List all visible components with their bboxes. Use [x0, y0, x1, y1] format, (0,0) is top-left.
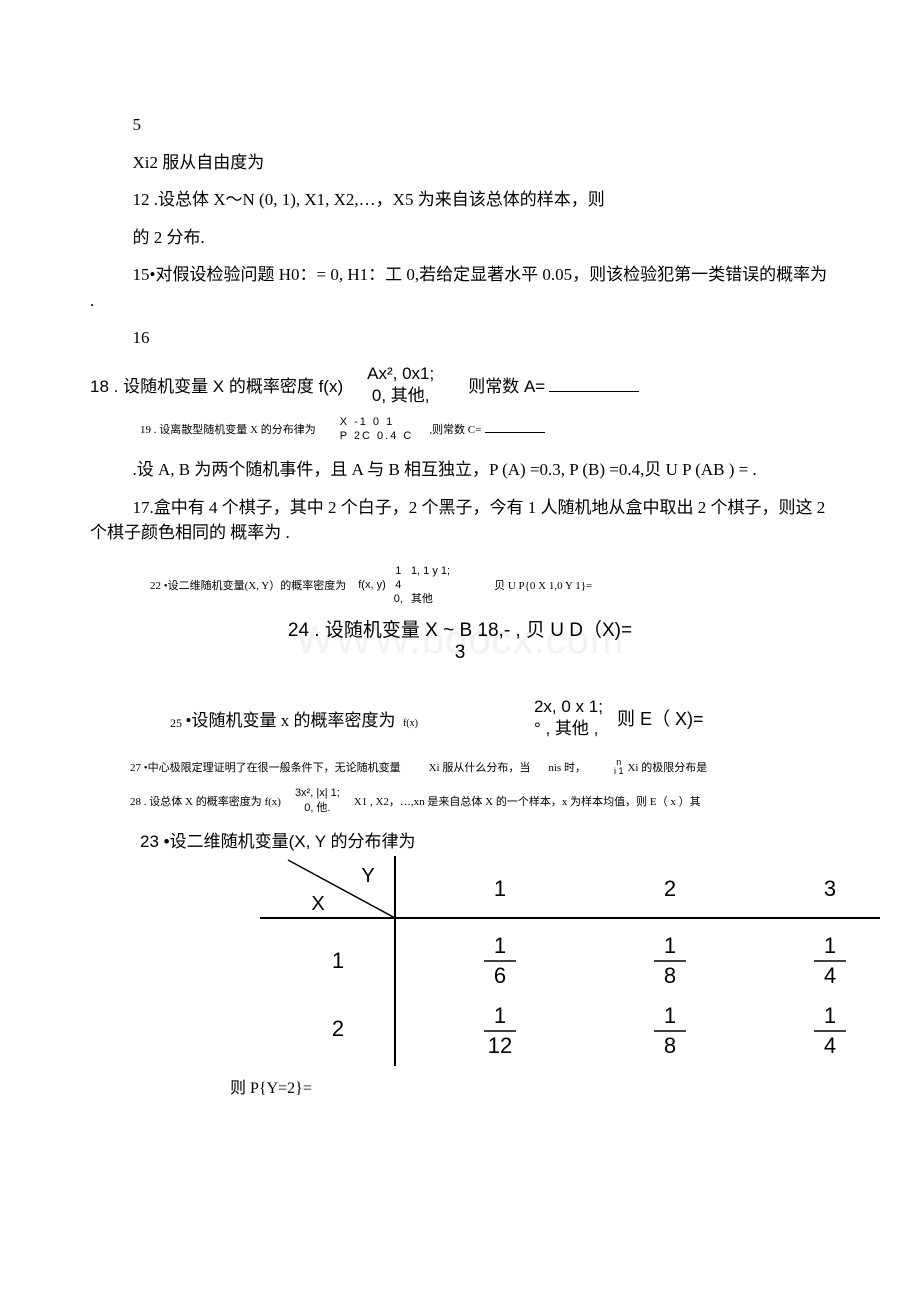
- svg-text:4: 4: [824, 963, 836, 988]
- q28-left: 28 . 设总体 X 的概率密度为 f(x): [130, 793, 281, 809]
- svg-text:1: 1: [824, 933, 836, 958]
- q22-fx: f(x, y): [354, 578, 390, 592]
- q25-text: 25 •设随机变量 x 的概率密度为 f(x): [170, 706, 424, 731]
- q18-piecewise: Ax², 0x1; 0, 其他,: [349, 363, 452, 407]
- svg-text:2: 2: [332, 1016, 344, 1041]
- svg-text:X: X: [311, 893, 324, 915]
- svg-text:8: 8: [664, 1033, 676, 1058]
- q12: 12 .设总体 X～N (0, 1), X1, X2,…，X5 为来自该总体的样…: [90, 187, 830, 213]
- q23-table-svg: Y X 1 2 3 1 2 1 6 1 8 1 4 1 12 1 8 1 4: [260, 856, 880, 1066]
- line-xi2: Xi2 服从自由度为: [90, 150, 830, 176]
- q28-row: 28 . 设总体 X 的概率密度为 f(x) 3x², |x| 1; 0, 他.…: [130, 786, 830, 815]
- q19-row: 19 . 设离散型随机变量 X 的分布律为 X -1 0 1 P 2C 0.4 …: [140, 415, 830, 444]
- q27-nis: nis 时，: [548, 759, 586, 775]
- svg-text:2: 2: [664, 876, 676, 901]
- q27-right: Xi 的极限分布是: [623, 759, 707, 775]
- q19-answer-label: ,则常数 C=: [419, 421, 545, 437]
- q22-text: 22 •设二维随机变量(X, Y）的概率密度为: [150, 577, 354, 593]
- q18-answer-label: 则常数 A=: [452, 372, 639, 397]
- q18-row: 18 . 设随机变量 X 的概率密度 f(x) Ax², 0x1; 0, 其他,…: [90, 363, 830, 407]
- q22-row: 22 •设二维随机变量(X, Y）的概率密度为 f(x, y) 1 4 0, 1…: [150, 564, 830, 607]
- q24-line2: 3: [90, 641, 830, 666]
- q23-table: Y X 1 2 3 1 2 16 18 14 112 18 14: [260, 856, 830, 1066]
- line-dist: 的 2 分布.: [90, 225, 830, 251]
- q22-cond: 1, 1 y 1; 其他: [407, 564, 454, 607]
- svg-text:Y: Y: [361, 865, 374, 887]
- q19-text: 19 . 设离散型随机变量 X 的分布律为: [140, 421, 334, 437]
- q27-sum: n i 1: [614, 758, 624, 776]
- blank-line: [549, 391, 639, 392]
- svg-text:6: 6: [494, 963, 506, 988]
- q17: 17.盒中有 4 个棋子，其中 2 个白子，2 个黑子，今有 1 人随机地从盒中…: [90, 495, 830, 546]
- svg-text:1: 1: [664, 1003, 676, 1028]
- q24-line1: 24 . 设随机变量 X ~ B 18,- , 贝 U D（X)=: [90, 619, 830, 644]
- line-5: 5: [90, 112, 830, 138]
- svg-text:1: 1: [494, 933, 506, 958]
- q18-text: 18 . 设随机变量 X 的概率密度 f(x): [90, 372, 349, 397]
- q15: 15•对假设检验问题 H0：= 0, H1：工 0,若给定显著水平 0.05，则…: [90, 262, 830, 313]
- svg-text:1: 1: [494, 876, 506, 901]
- svg-text:1: 1: [494, 1003, 506, 1028]
- q19-table: X -1 0 1 P 2C 0.4 C: [334, 415, 420, 444]
- q25-row: 25 •设随机变量 x 的概率密度为 f(x) 2x, 0 x 1; ° , 其…: [170, 696, 830, 740]
- q23-heading: 23 •设二维随机变量(X, Y 的分布律为: [140, 827, 830, 852]
- svg-text:1: 1: [824, 1003, 836, 1028]
- q27-left: 27 •中心极限定理证明了在很一般条件下，无论随机变量: [130, 759, 401, 775]
- svg-text:12: 12: [488, 1033, 512, 1058]
- q28-piecewise: 3x², |x| 1; 0, 他.: [281, 786, 354, 815]
- svg-text:4: 4: [824, 1033, 836, 1058]
- svg-text:3: 3: [824, 876, 836, 901]
- q25-answer-label: 则 E（ X)=: [613, 705, 704, 731]
- q27-row: 27 •中心极限定理证明了在很一般条件下，无论随机变量 Xi 服从什么分布，当 …: [130, 758, 830, 776]
- line-16: 16: [90, 325, 830, 351]
- svg-text:1: 1: [332, 948, 344, 973]
- q22-brace: 1 4 0,: [390, 564, 407, 607]
- q27-mid: Xi 服从什么分布，当: [429, 759, 531, 775]
- q28-right: X1 , X2，…,xn 是来自总体 X 的一个样本，x 为样本均值，则 E（ …: [354, 793, 701, 809]
- svg-text:8: 8: [664, 963, 676, 988]
- q25-piecewise: 2x, 0 x 1; ° , 其他 ,: [424, 696, 613, 740]
- svg-text:1: 1: [664, 933, 676, 958]
- q-ab: .设 A, B 为两个随机事件，且 A 与 B 相互独立，P (A) =0.3,…: [90, 457, 830, 483]
- q23-after: 则 P{Y=2}=: [230, 1074, 830, 1098]
- q22-answer-label: 贝 U P{0 X 1,0 Y 1}=: [454, 577, 592, 593]
- blank-line: [485, 432, 545, 433]
